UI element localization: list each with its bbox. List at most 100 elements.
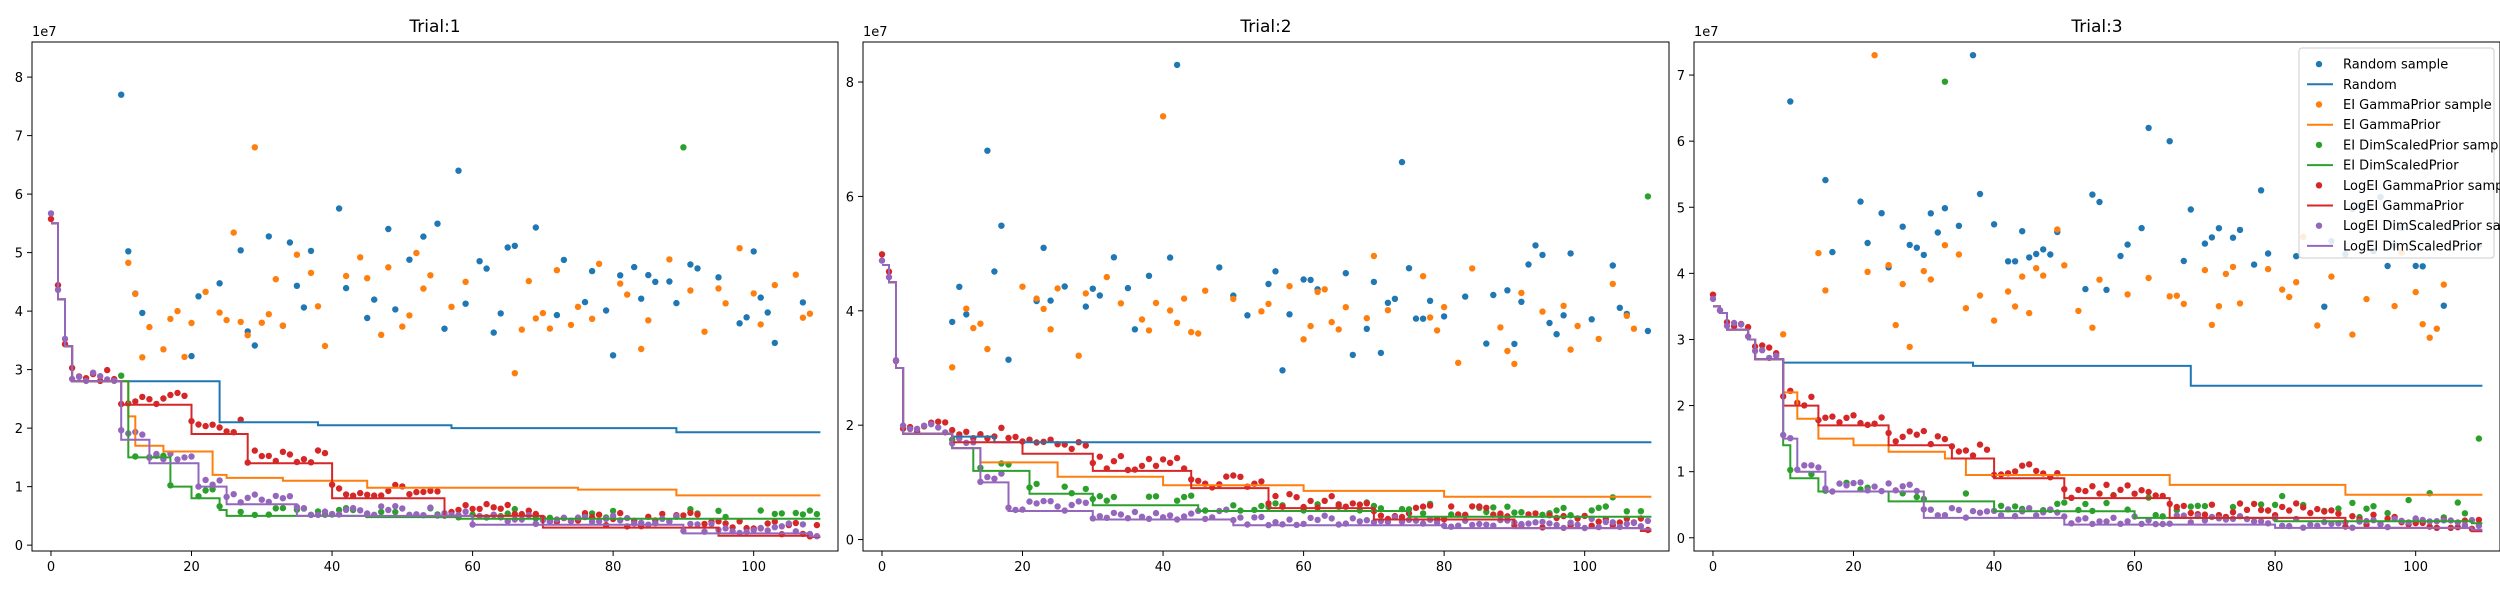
sample-point [132, 398, 139, 405]
sample-point [1518, 298, 1525, 305]
sample-point [963, 428, 970, 435]
sample-point [1941, 78, 1949, 85]
sample-point [364, 275, 371, 282]
sample-point [595, 518, 603, 525]
sample-point [666, 278, 673, 285]
plot-area [1709, 52, 2483, 533]
sample-point [2314, 505, 2321, 513]
sample-point [2011, 303, 2019, 310]
sample-point [427, 504, 434, 511]
sample-point [2412, 262, 2419, 270]
sample-point [216, 309, 223, 316]
sample-point [1433, 327, 1441, 334]
sample-point [2089, 324, 2096, 331]
sample-point [2152, 492, 2159, 499]
sample-point [1300, 336, 1307, 343]
sample-point [1047, 498, 1054, 505]
sample-point [1244, 312, 1251, 319]
best-line-logei_gamma [1713, 305, 2483, 533]
sample-point [1815, 464, 1822, 471]
sample-point [1623, 508, 1631, 515]
sample-point [2391, 302, 2398, 310]
legend-marker [2315, 141, 2323, 149]
sample-point [146, 396, 153, 403]
sample-point [2328, 507, 2335, 514]
sample-point [1801, 462, 1808, 469]
sample-point [1843, 482, 1850, 489]
sample-point [1061, 483, 1068, 490]
sample-point [1145, 327, 1153, 334]
sample-point [2264, 507, 2272, 514]
sample-point [462, 278, 469, 285]
sample-point [2047, 251, 2054, 258]
sample-point [1623, 520, 1631, 528]
y-tick-label: 8 [15, 71, 23, 86]
sample-point [441, 325, 448, 332]
sample-point [1574, 521, 1581, 528]
sample-point [307, 269, 315, 277]
sample-point [799, 314, 807, 321]
sample-point [750, 526, 757, 534]
sample-point [286, 451, 294, 458]
legend-label: EI DimScaledPrior [2343, 159, 2459, 174]
sample-point [125, 259, 132, 266]
sample-point [1934, 229, 1942, 236]
sample-point [223, 428, 230, 435]
sample-point [935, 418, 942, 425]
y-tick-label: 0 [1677, 532, 1685, 547]
sample-point [1328, 493, 1335, 500]
sample-point [1913, 431, 1921, 438]
sample-point [546, 518, 554, 525]
sample-point [476, 258, 483, 265]
sample-point [1864, 268, 1871, 275]
sample-point [581, 298, 589, 306]
y-tick-label: 4 [1677, 267, 1685, 282]
sample-point [2180, 300, 2187, 308]
sample-point [476, 505, 483, 513]
sample-point [1497, 510, 1504, 517]
sample-point [1927, 210, 1935, 217]
sample-series-random [118, 91, 807, 360]
sample-point [2201, 502, 2209, 510]
sample-point [1955, 506, 1963, 514]
sample-point [1082, 290, 1090, 297]
sample-point [2124, 291, 2131, 298]
sample-point [167, 315, 174, 323]
x-tick-label: 20 [1845, 560, 1862, 575]
sample-point [1906, 481, 1913, 488]
sample-point [2300, 504, 2307, 511]
sample-point [1131, 508, 1139, 516]
sample-point [2187, 509, 2194, 517]
sample-point [1068, 445, 1075, 453]
sample-point [785, 520, 792, 527]
sample-series-random [1787, 52, 2483, 310]
sample-point [2131, 490, 2138, 497]
sample-point [286, 239, 294, 246]
sample-point [680, 144, 687, 151]
sample-point [560, 514, 568, 521]
sample-point [1759, 347, 1766, 354]
sample-point [2138, 487, 2145, 494]
sample-point [2145, 488, 2152, 496]
sample-point [2250, 500, 2258, 508]
sample-point [1560, 504, 1567, 512]
sample-point [223, 316, 230, 324]
sample-point [1934, 433, 1942, 440]
sample-series-logei_gamma [878, 251, 1652, 534]
x-tick-label: 0 [47, 560, 55, 575]
sample-point [1180, 493, 1188, 501]
sample-point [1595, 504, 1602, 511]
sample-point [1356, 501, 1364, 508]
y-tick-label: 2 [15, 422, 23, 437]
sample-point [878, 251, 886, 258]
sample-point [2096, 198, 2103, 206]
sample-point [1644, 327, 1652, 335]
sample-point [792, 271, 799, 278]
sample-point [75, 373, 83, 381]
sample-point [984, 473, 991, 481]
sample-point [1511, 340, 1518, 348]
sample-point [1195, 477, 1202, 484]
sample-point [757, 294, 764, 301]
sample-point [2293, 253, 2300, 260]
sample-point [1623, 312, 1631, 319]
